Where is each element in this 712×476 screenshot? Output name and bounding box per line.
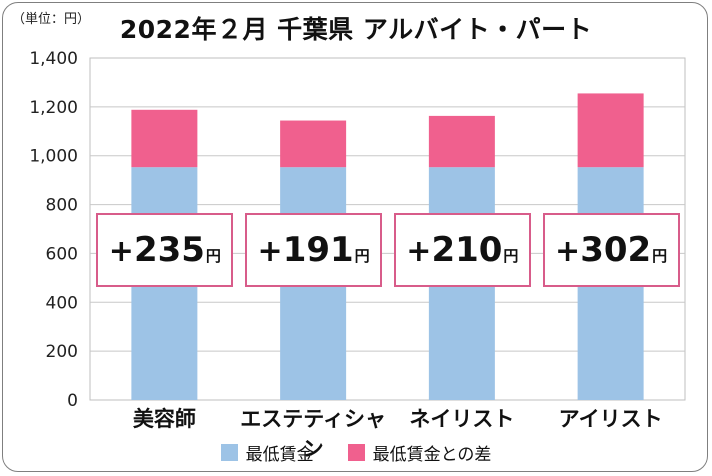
callout-sign: + <box>257 234 283 269</box>
unit-label: （単位：円） <box>12 12 91 27</box>
legend-swatch-base <box>220 444 238 461</box>
difference-callout: +235円 <box>96 213 234 287</box>
bar-diff <box>131 109 198 168</box>
difference-callout: +302円 <box>542 213 680 287</box>
callout-sign: + <box>108 234 134 269</box>
y-tick-label: 600 <box>46 244 78 264</box>
callout-text: +210円 <box>406 230 518 270</box>
callout-text: +235円 <box>109 230 221 270</box>
legend-item-base: 最低賃金 <box>220 440 314 465</box>
x-tick-label: エステティシャン <box>240 407 386 461</box>
callout-sign: + <box>406 234 432 269</box>
bar-diff <box>428 115 495 168</box>
callout-unit: 円 <box>354 247 370 265</box>
y-tick-label: 800 <box>46 196 78 216</box>
callout-unit: 円 <box>503 247 519 265</box>
callout-unit: 円 <box>205 247 221 265</box>
bar-diff <box>280 120 347 168</box>
callout-text: +191円 <box>258 230 370 270</box>
x-tick-label: 美容師 <box>132 407 196 431</box>
y-tick-label: 1,400 <box>29 49 78 69</box>
legend-label-diff: 最低賃金との差 <box>372 445 492 465</box>
y-tick-label: 0 <box>67 391 78 411</box>
y-tick-label: 1,000 <box>29 147 78 167</box>
difference-callout: +210円 <box>393 213 531 287</box>
callout-unit: 円 <box>652 247 668 265</box>
callout-value: 302 <box>580 230 652 270</box>
difference-callout: +191円 <box>245 213 383 287</box>
x-tick-label: アイリスト <box>558 407 663 431</box>
callout-sign: + <box>555 234 581 269</box>
callout-text: +302円 <box>555 230 667 270</box>
legend: 最低賃金 最低賃金との差 <box>0 440 712 465</box>
callout-value: 191 <box>282 230 354 270</box>
legend-label-base: 最低賃金 <box>245 445 314 465</box>
x-tick-label: ネイリスト <box>409 407 515 431</box>
y-tick-label: 1,200 <box>29 98 78 118</box>
y-tick-label: 200 <box>46 342 78 362</box>
y-tick-label: 400 <box>46 293 78 313</box>
callout-value: 235 <box>133 230 205 270</box>
legend-item-diff: 最低賃金との差 <box>347 440 492 465</box>
chart-title: 2022年２月 千葉県 アルバイト・パート <box>119 15 593 44</box>
bar-diff <box>577 93 644 168</box>
plot-area <box>89 57 686 401</box>
legend-swatch-diff <box>347 444 365 461</box>
callout-value: 210 <box>431 230 503 270</box>
